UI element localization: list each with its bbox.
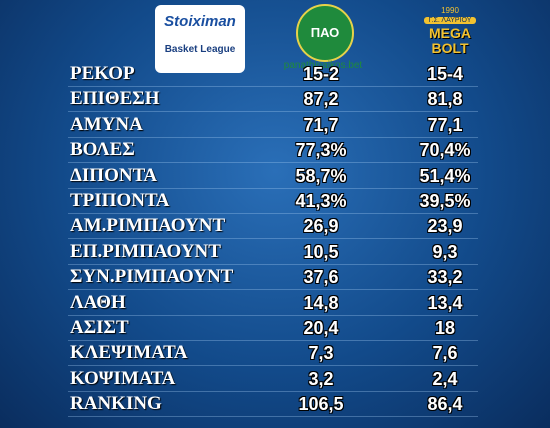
team2-value: 2,4 xyxy=(432,368,458,389)
team1-value: 20,4 xyxy=(303,318,339,338)
stat-label: ΑΣΙΣΤ xyxy=(70,317,129,338)
team2-logo: 1990 Γ.Σ. ΛΑΥΡΙΟΥ MEGA BOLT xyxy=(418,6,482,68)
stats-row: ΣΥΝ.ΡΙΜΠΑΟΥΝΤ 37,6 33,2 xyxy=(68,265,478,291)
team2-club: Γ.Σ. ΛΑΥΡΙΟΥ xyxy=(424,17,476,24)
team2-year: 1990 xyxy=(441,6,459,15)
stat-label: ΕΠΙΘΕΣΗ xyxy=(70,88,160,110)
team1-value: 26,9 xyxy=(303,216,339,237)
team2-value: 23,9 xyxy=(427,216,463,237)
stat-label: ΕΠ.ΡΙΜΠΑΟΥΝΤ xyxy=(70,240,221,262)
team2-value: 77,1 xyxy=(427,114,463,135)
stats-row: RANKING 106,5 86,4 xyxy=(68,392,478,418)
team2-value: 7,6 xyxy=(432,343,458,364)
team1-value: 71,7 xyxy=(303,114,339,135)
stats-row: ΑΣΙΣΤ 20,4 18 xyxy=(68,316,478,341)
stats-row: ΤΡΙΠΟΝΤΑ 41,3% 39,5% xyxy=(68,189,478,214)
team1-value: 7,3 xyxy=(308,343,334,364)
team2-value: 51,4% xyxy=(419,165,471,186)
stats-row: ΑΜ.ΡΙΜΠΑΟΥΝΤ 26,9 23,9 xyxy=(68,214,478,240)
team1-value: 15-2 xyxy=(302,64,340,84)
team1-value: 37,6 xyxy=(303,267,339,288)
stat-label: ΑΜ.ΡΙΜΠΑΟΥΝΤ xyxy=(70,215,226,237)
team2-value: 39,5% xyxy=(419,191,471,211)
team2-value: 18 xyxy=(434,318,456,338)
stat-label: RANKING xyxy=(70,393,162,415)
stats-row: ΚΟΨΙΜΑΤΑ 3,2 2,4 xyxy=(68,367,478,392)
team2-value: 15-4 xyxy=(426,64,464,84)
stats-row: ΔΙΠΟΝΤΑ 58,7% 51,4% xyxy=(68,164,478,189)
team1-value: 3,2 xyxy=(308,368,334,389)
team1-value: 77,3% xyxy=(295,140,347,161)
stats-row: ΚΛΕΨΙΜΑΤΑ 7,3 7,6 xyxy=(68,341,478,367)
league-sub: Basket League xyxy=(164,44,236,55)
league-brand: Stoiximan xyxy=(164,13,236,30)
team1-site: panathinaikos.bet xyxy=(283,60,363,71)
stats-row: ΒΟΛΕΣ 77,3% 70,4% xyxy=(68,138,478,164)
stats-row: ΕΠ.ΡΙΜΠΑΟΥΝΤ 10,5 9,3 xyxy=(68,240,478,265)
stat-label: ΚΛΕΨΙΜΑΤΑ xyxy=(70,342,188,364)
team2-value: 9,3 xyxy=(432,241,458,262)
stat-label: ΤΡΙΠΟΝΤΑ xyxy=(70,190,170,211)
team1-value: 10,5 xyxy=(303,241,339,262)
stat-label: ΣΥΝ.ΡΙΜΠΑΟΥΝΤ xyxy=(70,266,234,288)
team2-name: MEGA BOLT xyxy=(429,25,471,56)
stats-row: ΑΜΥΝΑ 71,7 77,1 xyxy=(68,113,478,138)
team2-value: 13,4 xyxy=(427,292,463,313)
stat-label: ΒΟΛΕΣ xyxy=(70,139,135,161)
league-logo: Stoiximan Basket League xyxy=(155,5,245,73)
team2-value: 70,4% xyxy=(419,140,471,161)
stat-label: ΚΟΨΙΜΑΤΑ xyxy=(70,367,176,389)
stat-label: ΑΜΥΝΑ xyxy=(70,113,143,135)
stat-label: ΔΙΠΟΝΤΑ xyxy=(70,164,158,186)
team1-logo: ΠΑΟ xyxy=(296,4,354,62)
team1-value: 106,5 xyxy=(298,394,344,415)
team2-value: 81,8 xyxy=(427,89,463,110)
team1-value: 41,3% xyxy=(295,191,347,211)
team1-value: 58,7% xyxy=(295,165,347,186)
stats-row: ΕΠΙΘΕΣΗ 87,2 81,8 xyxy=(68,87,478,113)
team2-value: 86,4 xyxy=(427,394,463,415)
team2-value: 33,2 xyxy=(427,267,463,288)
stats-row: ΛΑΘΗ 14,8 13,4 xyxy=(68,291,478,316)
stat-label: ΡΕΚΟΡ xyxy=(70,63,135,84)
stats-row: ΡΕΚΟΡ 15-2 15-4 xyxy=(68,62,478,87)
team1-value: 14,8 xyxy=(303,292,339,313)
team1-value: 87,2 xyxy=(303,89,339,110)
stat-label: ΛΑΘΗ xyxy=(70,291,126,313)
